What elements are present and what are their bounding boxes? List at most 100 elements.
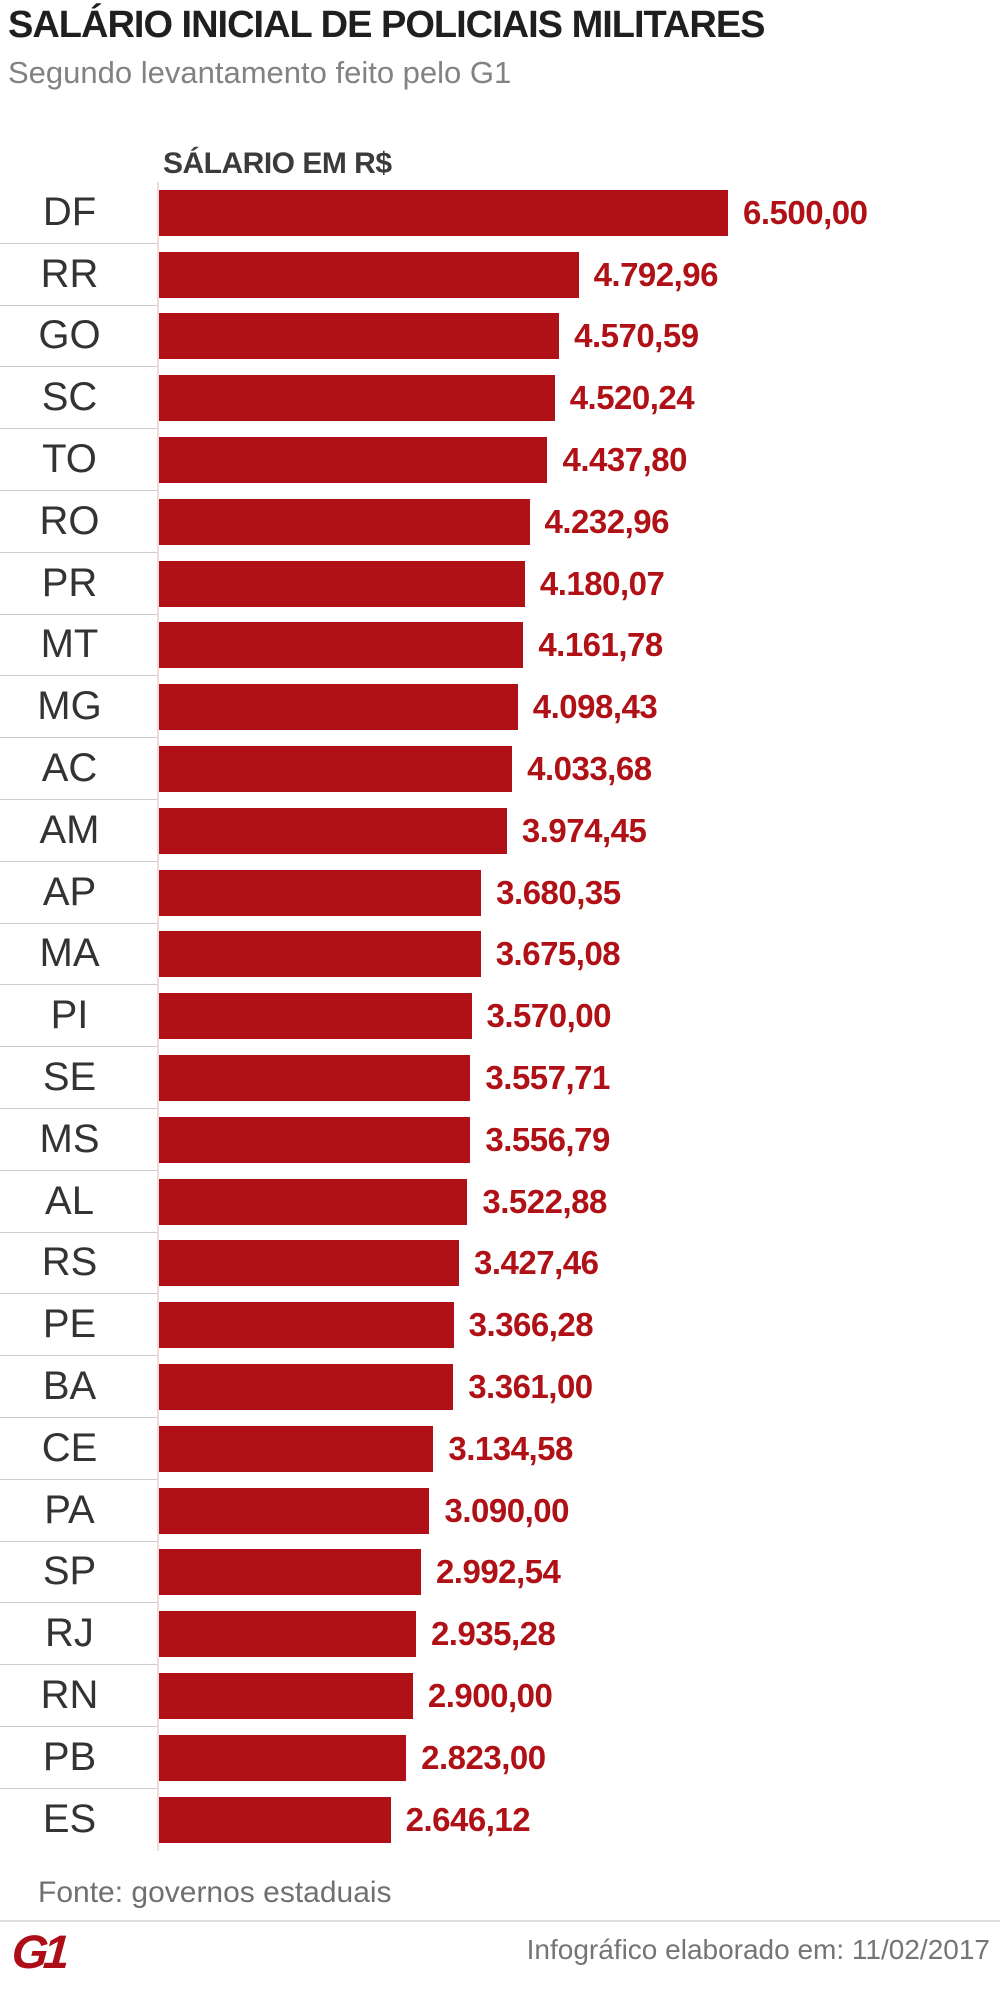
bar-area: 3.366,28 [157,1294,1000,1357]
salary-value: 3.361,00 [468,1368,593,1406]
chart-row: BA 3.361,00 [0,1356,1000,1418]
chart-row: MG 4.098,43 [0,676,1000,739]
chart-row: RR 4.792,96 [0,243,1000,306]
date-note: Infográfico elaborado em: 11/02/2017 [526,1934,990,1965]
bar-area: 3.570,00 [157,985,1000,1048]
chart-row: MA 3.675,08 [0,923,1000,986]
salary-bar [159,251,579,298]
salary-value: 3.427,46 [474,1244,599,1282]
salary-bar [159,931,481,978]
salary-bar [159,560,525,607]
page-title: SALÁRIO INICIAL DE POLICIAIS MILITARES [8,4,766,46]
chart-row: MT 4.161,78 [0,614,1000,677]
salary-bar [159,869,482,916]
bar-area: 2.992,54 [157,1541,1000,1604]
state-label: MA [0,924,157,986]
salary-value: 4.570,59 [574,317,699,355]
source-note: Fonte: governos estaduais [38,1876,392,1909]
chart-row: AM 3.974,45 [0,799,1000,862]
bar-chart: DF 6.500,00 RR 4.792,96 GO 4.570,59 SC 4.520,24… [0,182,1000,1851]
chart-row: SE 3.557,71 [0,1047,1000,1109]
state-label: CE [0,1418,157,1480]
state-label: RO [0,491,157,553]
chart-row: AL 3.522,88 [0,1170,1000,1233]
bar-area: 4.570,59 [157,305,1000,368]
chart-row: ES 2.646,12 [0,1788,1000,1851]
state-label: BA [0,1356,157,1418]
state-label: DF [0,182,157,244]
bar-area: 3.427,46 [157,1232,1000,1295]
chart-row: GO 4.570,59 [0,305,1000,368]
salary-bar [159,993,472,1040]
salary-value: 4.161,78 [538,626,663,664]
chart-row: PB 2.823,00 [0,1726,1000,1789]
chart-row: RN 2.900,00 [0,1665,1000,1727]
bar-area: 4.437,80 [157,429,1000,491]
salary-bar [159,1487,430,1534]
state-label: MT [0,615,157,677]
salary-value: 4.520,24 [569,379,695,417]
state-label: TO [0,429,157,491]
footer-bar: G1 Infográfico elaborado em: 11/02/2017 [0,1920,1000,2016]
salary-value: 2.646,12 [405,1800,531,1838]
salary-value: 3.680,35 [496,873,621,911]
salary-bar [159,1734,407,1781]
salary-value: 4.792,96 [593,255,719,293]
bar-area: 4.098,43 [157,676,1000,739]
salary-bar [159,807,507,854]
state-label: RR [0,244,157,306]
chart-row: CE 3.134,58 [0,1417,1000,1480]
salary-value: 4.180,07 [539,564,665,602]
bar-area: 2.823,00 [157,1726,1000,1789]
salary-bar [159,375,555,422]
state-label: SP [0,1542,157,1604]
salary-bar [159,498,530,545]
state-label: MG [0,676,157,739]
page-subtitle: Segundo levantamento feito pelo G1 [8,54,512,90]
state-label: SE [0,1047,157,1109]
chart-row: AP 3.680,35 [0,861,1000,924]
bar-area: 3.361,00 [157,1356,1000,1418]
salary-bar [159,1055,471,1102]
salary-bar [159,1673,413,1720]
salary-bar [159,1549,421,1596]
chart-row: PR 4.180,07 [0,552,1000,615]
state-label: RJ [0,1603,157,1666]
state-label: PA [0,1480,157,1542]
salary-value: 3.974,45 [521,811,647,849]
salary-bar [159,1302,454,1349]
salary-bar [159,746,513,793]
state-label: PR [0,553,157,615]
header: SALÁRIO INICIAL DE POLICIAIS MILITARES S… [8,4,992,90]
chart-row: RS 3.427,46 [0,1232,1000,1295]
salary-value: 3.556,79 [485,1120,610,1158]
state-label: AC [0,738,157,800]
bar-area: 4.232,96 [157,490,1000,553]
salary-bar [159,1178,468,1225]
salary-value: 2.900,00 [427,1677,553,1715]
chart-row: PE 3.366,28 [0,1294,1000,1357]
salary-bar [159,684,518,731]
salary-value: 2.823,00 [421,1738,546,1776]
bar-area: 4.792,96 [157,243,1000,306]
state-label: ES [42,1797,97,1842]
salary-bar [159,189,728,236]
state-label: RN [0,1665,157,1727]
bar-area: 3.675,08 [157,923,1000,986]
salary-value: 3.570,00 [486,997,612,1035]
salary-value: 4.033,68 [527,750,652,788]
bar-area: 6.500,00 [157,182,1000,244]
bar-area: 2.646,12 [157,1788,1000,1851]
salary-value: 4.232,96 [544,502,670,540]
salary-value: 2.992,54 [435,1553,561,1591]
state-label: AL [0,1171,157,1233]
axis-header: SÁLARIO EM R$ [163,147,392,180]
salary-bar [159,1796,391,1843]
g1-logo-icon: G1 [10,1925,67,1978]
state-label: GO [0,306,157,368]
bar-area: 2.900,00 [157,1665,1000,1727]
salary-bar [159,1116,471,1163]
bar-area: 3.680,35 [157,861,1000,924]
state-label: MS [0,1109,157,1171]
bar-area: 2.935,28 [157,1603,1000,1666]
